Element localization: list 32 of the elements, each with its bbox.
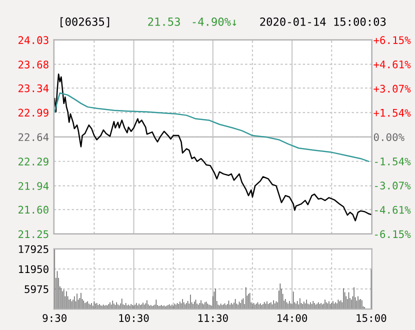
x-tick-label: 15:00 [356, 314, 386, 322]
y2-tick-label: -6.15% [375, 230, 411, 238]
y-tick-label: 22.29 [18, 158, 48, 166]
x-tick-label: 11:30 [198, 314, 228, 322]
y-tick-label: 23.68 [18, 60, 48, 68]
text: 21.53 [148, 17, 180, 26]
y2-tick-label: -1.54% [375, 158, 411, 166]
y-tick-label: 21.60 [18, 206, 48, 214]
y-tick-label: 21.25 [18, 230, 48, 238]
y-tick-label: 23.34 [18, 84, 49, 92]
y2-tick-label: +6.15% [374, 36, 411, 44]
y2-tick-label: +1.54% [374, 109, 411, 117]
y2-tick-label: -3.07% [375, 182, 411, 190]
y2-tick-label: 0.00% [374, 133, 404, 142]
y-tick-label: 24.03 [18, 36, 48, 44]
text: [002635] [60, 17, 110, 28]
y2-tick-label: -4.61% [375, 206, 411, 214]
y-tick-label: 11950 [18, 265, 48, 274]
y-tick-label: 22.99 [18, 108, 48, 117]
x-tick-label: 10:30 [119, 314, 149, 322]
text: -4.90%↓ [192, 17, 236, 26]
x-tick-label: 9:30 [42, 314, 66, 322]
y-tick-label: 21.94 [18, 182, 49, 190]
y2-tick-label: +3.07% [374, 84, 411, 93]
y2-tick-label: +4.61% [374, 60, 411, 68]
y-tick-label: 17925 [18, 245, 48, 254]
line-series [54, 92, 370, 162]
y-tick-label: 5975 [24, 285, 48, 294]
text: 2020-01-14 15:00:03 [260, 17, 386, 26]
y-tick-label: 22.64 [18, 133, 49, 142]
x-tick-label: 14:00 [278, 314, 308, 322]
line-series [54, 74, 372, 222]
